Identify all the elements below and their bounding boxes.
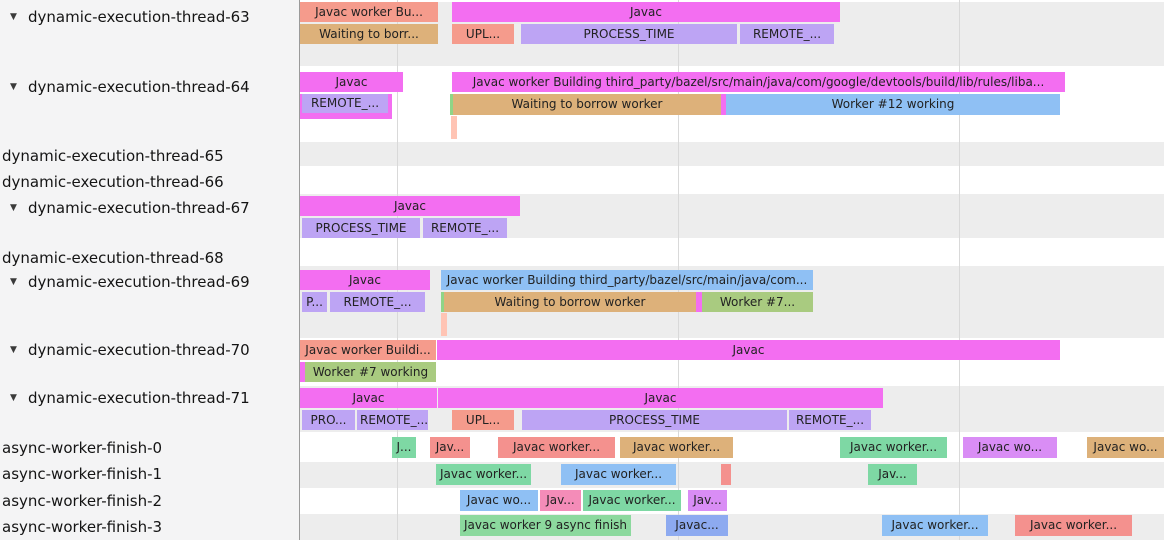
collapse-arrow-icon[interactable]: ▼ bbox=[10, 392, 17, 403]
trace-slice-sliver[interactable] bbox=[441, 313, 447, 336]
trace-slice-sliver[interactable] bbox=[696, 292, 702, 312]
collapse-arrow-icon[interactable]: ▼ bbox=[10, 344, 17, 355]
trace-slice[interactable]: Javac wo... bbox=[460, 490, 538, 511]
trace-slice[interactable]: P... bbox=[302, 292, 327, 312]
thread-label: dynamic-execution-thread-66 bbox=[2, 172, 224, 191]
sidebar-row-dynamic-execution-thread-68[interactable]: dynamic-execution-thread-68 bbox=[0, 247, 301, 268]
sidebar-row-dynamic-execution-thread-64[interactable]: ▼ dynamic-execution-thread-64 bbox=[0, 76, 299, 97]
trace-slice[interactable]: REMOTE_... bbox=[789, 410, 871, 430]
trace-slice[interactable]: UPL... bbox=[452, 24, 514, 44]
trace-slice[interactable]: Javac worker Buildi... bbox=[300, 340, 436, 360]
collapse-arrow-icon[interactable]: ▼ bbox=[10, 81, 17, 92]
trace-slice[interactable]: PROCESS_TIME bbox=[522, 410, 787, 430]
trace-slice[interactable]: Javac bbox=[300, 196, 520, 216]
sidebar-row-async-worker-finish-3[interactable]: async-worker-finish-3 bbox=[0, 516, 301, 537]
sidebar-row-dynamic-execution-thread-67[interactable]: ▼ dynamic-execution-thread-67 bbox=[0, 197, 299, 218]
trace-slice[interactable]: Javac worker Building third_party/bazel/… bbox=[452, 72, 1065, 92]
trace-slice[interactable]: Javac wo... bbox=[963, 437, 1057, 458]
sidebar-row-dynamic-execution-thread-70[interactable]: ▼ dynamic-execution-thread-70 bbox=[0, 339, 299, 360]
trace-slice-sliver[interactable] bbox=[300, 362, 306, 382]
thread-label: dynamic-execution-thread-63 bbox=[28, 7, 250, 26]
trace-slice[interactable]: Jav... bbox=[540, 490, 581, 511]
trace-slice[interactable]: Javac worker... bbox=[620, 437, 733, 458]
trace-slice[interactable]: Javac worker... bbox=[436, 464, 531, 485]
trace-slice[interactable]: Worker #7 working bbox=[305, 362, 436, 382]
thread-label: dynamic-execution-thread-69 bbox=[28, 272, 250, 291]
trace-slice[interactable]: Javac worker... bbox=[840, 437, 947, 458]
trace-slice[interactable]: UPL... bbox=[452, 410, 514, 430]
thread-label: dynamic-execution-thread-71 bbox=[28, 388, 250, 407]
sidebar-row-async-worker-finish-2[interactable]: async-worker-finish-2 bbox=[0, 490, 301, 511]
thread-label: async-worker-finish-2 bbox=[2, 491, 163, 510]
trace-slice[interactable]: J... bbox=[392, 437, 416, 458]
trace-slice[interactable]: Javac worker Bu... bbox=[300, 2, 438, 22]
trace-slice[interactable]: Worker #12 working bbox=[726, 94, 1060, 115]
trace-slice[interactable]: REMOTE_... bbox=[357, 410, 428, 430]
trace-slice[interactable]: Waiting to borrow worker bbox=[453, 94, 721, 115]
sidebar-row-async-worker-finish-1[interactable]: async-worker-finish-1 bbox=[0, 463, 301, 484]
collapse-arrow-icon[interactable]: ▼ bbox=[10, 11, 17, 22]
thread-label: async-worker-finish-3 bbox=[2, 517, 163, 536]
trace-slice[interactable]: Javac worker... bbox=[561, 464, 676, 485]
trace-slice[interactable]: REMOTE_... bbox=[302, 94, 388, 113]
trace-slice[interactable]: Jav... bbox=[688, 490, 727, 511]
trace-slice[interactable]: Javac wo... bbox=[1087, 437, 1164, 458]
collapse-arrow-icon[interactable]: ▼ bbox=[10, 276, 17, 287]
trace-slice[interactable]: REMOTE_... bbox=[740, 24, 834, 44]
trace-slice[interactable]: REMOTE_... bbox=[330, 292, 425, 312]
sidebar-row-dynamic-execution-thread-63[interactable]: ▼ dynamic-execution-thread-63 bbox=[0, 6, 299, 27]
trace-slice[interactable]: Javac worker... bbox=[882, 515, 988, 536]
trace-slice[interactable]: Waiting to borrow worker bbox=[444, 292, 696, 312]
trace-slice-sliver[interactable] bbox=[721, 464, 731, 485]
trace-slice[interactable]: Javac worker... bbox=[583, 490, 681, 511]
trace-slice[interactable]: Javac... bbox=[666, 515, 728, 536]
collapse-arrow-icon[interactable]: ▼ bbox=[10, 202, 17, 213]
thread-label: async-worker-finish-0 bbox=[2, 438, 163, 457]
trace-slice[interactable]: REMOTE_... bbox=[423, 218, 507, 238]
trace-slice[interactable]: Worker #7... bbox=[702, 292, 813, 312]
trace-slice[interactable]: Waiting to borr... bbox=[300, 24, 438, 44]
thread-list-sidebar: ▼ dynamic-execution-thread-63 ▼ dynamic-exe… bbox=[0, 0, 300, 540]
trace-slice[interactable]: Jav... bbox=[430, 437, 470, 458]
trace-slice[interactable]: PRO... bbox=[302, 410, 355, 430]
trace-slice[interactable]: Javac bbox=[300, 72, 403, 92]
track-background-stripe bbox=[300, 142, 1164, 166]
trace-slice[interactable]: Javac bbox=[300, 388, 437, 408]
trace-slice-sliver[interactable] bbox=[721, 94, 727, 115]
trace-slice[interactable]: Jav... bbox=[868, 464, 917, 485]
trace-slice[interactable]: PROCESS_TIME bbox=[521, 24, 737, 44]
thread-label: async-worker-finish-1 bbox=[2, 464, 163, 483]
trace-slice[interactable]: Javac worker 9 async finish bbox=[460, 515, 631, 536]
trace-slice[interactable]: Javac bbox=[437, 340, 1060, 360]
sidebar-row-dynamic-execution-thread-69[interactable]: ▼ dynamic-execution-thread-69 bbox=[0, 271, 299, 292]
trace-slice[interactable]: Javac worker... bbox=[498, 437, 615, 458]
thread-label: dynamic-execution-thread-70 bbox=[28, 340, 250, 359]
trace-slice[interactable]: Javac bbox=[300, 270, 430, 290]
trace-slice[interactable]: Javac bbox=[452, 2, 840, 22]
sidebar-row-async-worker-finish-0[interactable]: async-worker-finish-0 bbox=[0, 437, 301, 458]
thread-label: dynamic-execution-thread-68 bbox=[2, 248, 224, 267]
track-background-stripe bbox=[300, 462, 1164, 488]
thread-label: dynamic-execution-thread-64 bbox=[28, 77, 250, 96]
trace-slice[interactable]: Javac worker... bbox=[1015, 515, 1132, 536]
trace-slice[interactable]: PROCESS_TIME bbox=[302, 218, 420, 238]
trace-slice[interactable]: Javac bbox=[438, 388, 883, 408]
thread-label: dynamic-execution-thread-67 bbox=[28, 198, 250, 217]
sidebar-row-dynamic-execution-thread-71[interactable]: ▼ dynamic-execution-thread-71 bbox=[0, 387, 299, 408]
sidebar-row-dynamic-execution-thread-65[interactable]: dynamic-execution-thread-65 bbox=[0, 145, 301, 166]
thread-label: dynamic-execution-thread-65 bbox=[2, 146, 224, 165]
sidebar-row-dynamic-execution-thread-66[interactable]: dynamic-execution-thread-66 bbox=[0, 171, 301, 192]
trace-slice-sliver[interactable] bbox=[451, 116, 457, 139]
trace-slice[interactable]: Javac worker Building third_party/bazel/… bbox=[441, 270, 813, 290]
time-gridline bbox=[959, 0, 960, 540]
